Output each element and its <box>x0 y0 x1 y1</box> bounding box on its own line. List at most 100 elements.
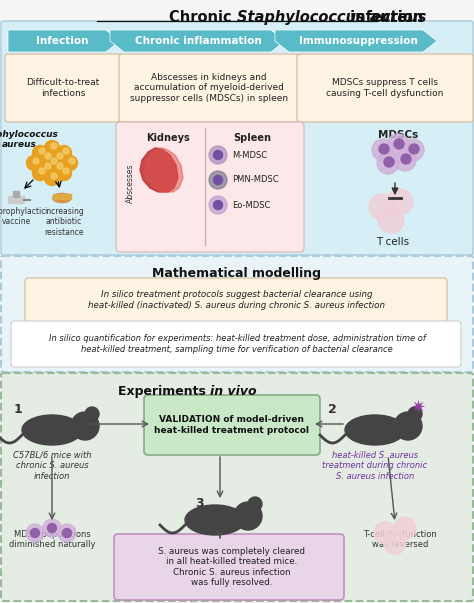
Circle shape <box>33 145 47 160</box>
Circle shape <box>57 163 63 169</box>
Text: increasing
antibiotic
resistance: increasing antibiotic resistance <box>44 207 84 237</box>
Circle shape <box>209 146 227 164</box>
Circle shape <box>394 412 422 440</box>
Circle shape <box>394 517 416 539</box>
Circle shape <box>409 144 419 154</box>
Text: Chronic inflammation: Chronic inflammation <box>135 36 261 46</box>
Polygon shape <box>145 148 183 192</box>
Circle shape <box>26 524 44 542</box>
Circle shape <box>394 149 416 171</box>
Text: In silico treatment protocols suggest bacterial clearance using
heat-killed (ina: In silico treatment protocols suggest ba… <box>89 290 385 310</box>
Circle shape <box>213 175 222 185</box>
Circle shape <box>377 152 399 174</box>
FancyBboxPatch shape <box>116 122 304 252</box>
Text: Mathematical modelling: Mathematical modelling <box>153 267 321 280</box>
Text: Abscesses in kidneys and
accumulation of myeloid-derived
suppressor cells (MDSCs: Abscesses in kidneys and accumulation of… <box>130 73 288 103</box>
Circle shape <box>209 171 227 189</box>
Text: 3: 3 <box>196 497 204 510</box>
Text: Staphylococcus aureus: Staphylococcus aureus <box>237 10 427 25</box>
Circle shape <box>45 156 60 171</box>
Circle shape <box>33 165 47 180</box>
Text: Spleen: Spleen <box>233 133 271 143</box>
Circle shape <box>63 528 72 537</box>
Circle shape <box>30 528 39 537</box>
Circle shape <box>213 151 222 160</box>
Polygon shape <box>275 30 437 52</box>
Text: no prophylactic
vaccine: no prophylactic vaccine <box>0 207 46 226</box>
Ellipse shape <box>185 505 245 535</box>
Text: In silico quantification for experiments: heat-killed treatment dose, administra: In silico quantification for experiments… <box>48 334 426 354</box>
Circle shape <box>387 189 413 215</box>
FancyBboxPatch shape <box>25 278 447 322</box>
Circle shape <box>71 412 99 440</box>
Circle shape <box>45 163 51 169</box>
Text: S. aureus was completely cleared
in all heat-killed treated mice.
Chronic S. aur: S. aureus was completely cleared in all … <box>158 547 306 587</box>
Circle shape <box>51 143 57 149</box>
FancyBboxPatch shape <box>1 373 473 601</box>
Circle shape <box>234 502 262 530</box>
FancyBboxPatch shape <box>144 395 320 455</box>
Circle shape <box>378 207 404 233</box>
Text: Kidneys: Kidneys <box>146 133 190 143</box>
Text: Staphylococcus
aureus: Staphylococcus aureus <box>0 130 58 150</box>
Text: Experiments: Experiments <box>118 385 210 398</box>
Circle shape <box>69 158 75 164</box>
Text: 2: 2 <box>328 403 337 416</box>
Ellipse shape <box>53 194 71 203</box>
Text: MDSCs: MDSCs <box>378 130 418 140</box>
Bar <box>8 196 24 203</box>
Text: ✷: ✷ <box>410 399 426 417</box>
Circle shape <box>394 139 404 149</box>
Text: T cells: T cells <box>376 237 410 247</box>
Circle shape <box>248 497 262 511</box>
Circle shape <box>85 407 99 421</box>
Text: Abscesses: Abscesses <box>126 163 135 203</box>
Text: Chronic: Chronic <box>169 10 237 25</box>
Circle shape <box>45 153 51 159</box>
FancyBboxPatch shape <box>5 54 121 122</box>
FancyBboxPatch shape <box>119 54 299 122</box>
Circle shape <box>63 148 69 154</box>
Circle shape <box>51 173 57 179</box>
Text: 1: 1 <box>14 403 22 416</box>
Circle shape <box>45 171 60 186</box>
Text: in vivo: in vivo <box>210 385 256 398</box>
Circle shape <box>402 139 424 161</box>
Bar <box>13 191 19 197</box>
Circle shape <box>51 151 65 165</box>
Text: heat-killed S. aureus
treatment during chronic
S. aureus infection: heat-killed S. aureus treatment during c… <box>322 451 428 481</box>
Circle shape <box>39 168 45 174</box>
Circle shape <box>408 407 422 421</box>
Text: C57BL/6 mice with
chronic S. aureus
infection: C57BL/6 mice with chronic S. aureus infe… <box>13 451 91 481</box>
Ellipse shape <box>53 194 71 203</box>
Circle shape <box>372 139 394 161</box>
Circle shape <box>56 165 72 180</box>
Circle shape <box>369 194 395 220</box>
Circle shape <box>387 134 409 156</box>
Circle shape <box>47 523 56 532</box>
Circle shape <box>51 158 57 164</box>
Circle shape <box>51 160 65 175</box>
Text: Infection: Infection <box>36 36 88 46</box>
Circle shape <box>63 156 78 171</box>
Circle shape <box>38 160 54 175</box>
FancyBboxPatch shape <box>114 534 344 600</box>
Circle shape <box>384 532 406 554</box>
Ellipse shape <box>22 415 82 445</box>
Text: M-MDSC: M-MDSC <box>232 151 267 160</box>
Polygon shape <box>8 30 120 52</box>
Circle shape <box>63 168 69 174</box>
Circle shape <box>213 201 222 209</box>
Text: MDSC populations
diminished naturally: MDSC populations diminished naturally <box>9 530 95 549</box>
Ellipse shape <box>345 415 405 445</box>
Circle shape <box>33 158 39 164</box>
Circle shape <box>384 157 394 167</box>
FancyBboxPatch shape <box>11 321 461 367</box>
Circle shape <box>38 151 54 165</box>
Text: PMN-MDSC: PMN-MDSC <box>232 175 279 185</box>
Circle shape <box>401 154 411 164</box>
Circle shape <box>27 156 42 171</box>
Circle shape <box>56 145 72 160</box>
Polygon shape <box>110 30 285 52</box>
FancyBboxPatch shape <box>1 21 473 255</box>
